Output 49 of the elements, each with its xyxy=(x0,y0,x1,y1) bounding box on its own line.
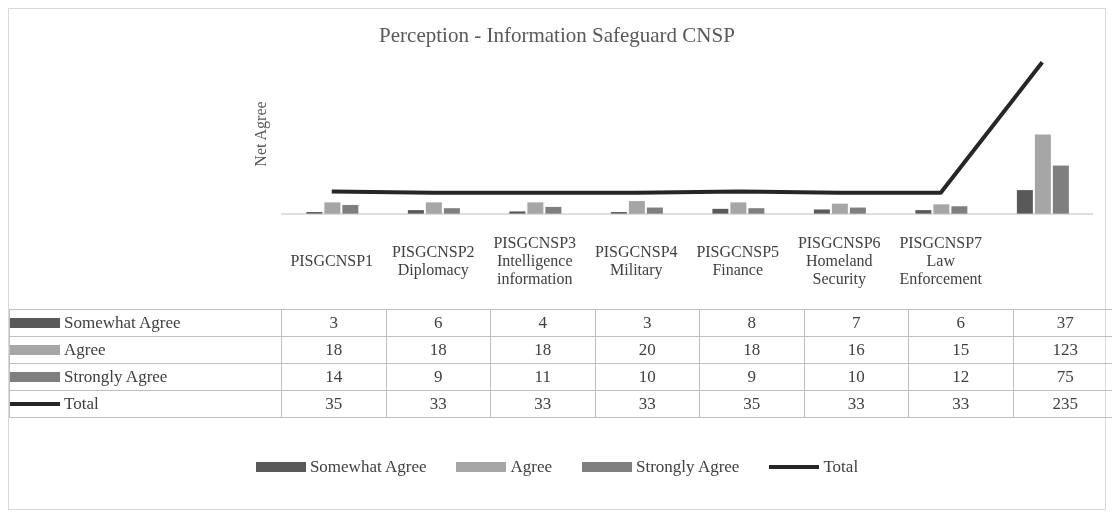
legend-label: Agree xyxy=(509,457,553,477)
x-tick-label: PISGCNSP6 Homeland Security xyxy=(797,233,881,288)
data-label: 18 xyxy=(386,336,491,364)
data-label: 4 xyxy=(490,309,595,337)
data-label: 16 xyxy=(804,336,909,364)
data-label: 15 xyxy=(908,336,1013,364)
data-label: 9 xyxy=(699,363,804,391)
data-label: 37 xyxy=(1013,309,1112,337)
x-tick-label: PISGCNSP7 Law Enforcement xyxy=(899,233,983,287)
text: Somewhat Agree xyxy=(309,457,427,476)
data-label: 33 xyxy=(804,390,909,418)
data-label: 35 xyxy=(699,390,804,418)
data-label: 10 xyxy=(595,363,700,391)
data-label: 123 xyxy=(1013,336,1112,364)
x-tick-label: PISGCNSP3 Intelligence information xyxy=(493,233,577,287)
data-label: 18 xyxy=(281,336,386,364)
text: Total xyxy=(64,394,99,413)
data-label: 10 xyxy=(804,363,909,391)
data-label: 35 xyxy=(281,390,386,418)
data-label: 6 xyxy=(386,309,491,337)
data-label: 11 xyxy=(490,363,595,391)
data-label: 20 xyxy=(595,336,700,364)
data-label: 3 xyxy=(281,309,386,337)
legend-label: Somewhat Agree xyxy=(63,313,182,333)
data-label: 14 xyxy=(281,363,386,391)
x-tick-label: PISGCNSP1 xyxy=(290,251,374,269)
text: Strongly Agree xyxy=(636,457,740,476)
legend-label: Total xyxy=(822,457,859,477)
x-tick-label: PISGCNSP5 Finance xyxy=(696,242,780,278)
data-label: 12 xyxy=(908,363,1013,391)
data-label: 8 xyxy=(699,309,804,337)
y-axis-title: Net Agree xyxy=(252,101,270,167)
data-label: 33 xyxy=(386,390,491,418)
x-tick-label: PISGCNSP4 Military xyxy=(594,242,678,279)
data-label: 9 xyxy=(386,363,491,391)
chart-title: Perception - Information Safeguard CNSP xyxy=(378,23,736,48)
data-label: 7 xyxy=(804,309,909,337)
data-label: 6 xyxy=(908,309,1013,337)
data-label: 33 xyxy=(595,390,700,418)
data-label: 235 xyxy=(1013,390,1112,418)
data-label: 33 xyxy=(908,390,1013,418)
text: Agree xyxy=(64,340,106,359)
data-label: 3 xyxy=(595,309,700,337)
data-label: 18 xyxy=(699,336,804,364)
legend-label: Strongly Agree xyxy=(63,367,169,387)
data-label: 75 xyxy=(1013,363,1112,391)
x-tick-label: PISGCNSP2 Diplomacy xyxy=(391,242,475,279)
data-label: 18 xyxy=(490,336,595,364)
data-label: 33 xyxy=(490,390,595,418)
